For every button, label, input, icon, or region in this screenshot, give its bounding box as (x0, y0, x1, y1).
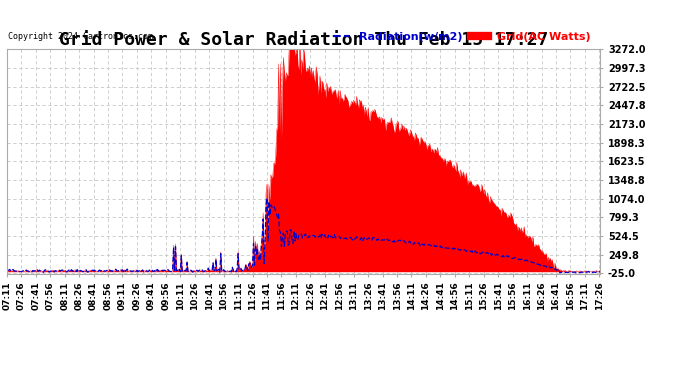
Title: Grid Power & Solar Radiation Thu Feb 15 17:27: Grid Power & Solar Radiation Thu Feb 15 … (59, 31, 549, 49)
Legend: Radiation(w/m2), Grid(AC Watts): Radiation(w/m2), Grid(AC Watts) (328, 27, 595, 46)
Text: Copyright 2024 Cartronics.com: Copyright 2024 Cartronics.com (8, 32, 153, 41)
